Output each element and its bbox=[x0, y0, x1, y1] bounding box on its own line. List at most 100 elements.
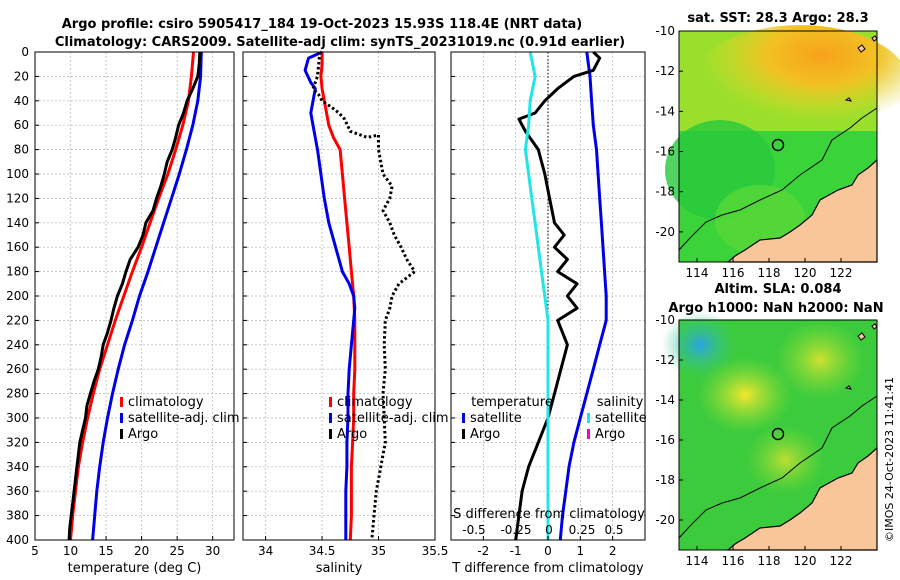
s-difference-label: S difference from climatology bbox=[453, 507, 645, 522]
map-x-tick-label: 116 bbox=[722, 266, 745, 280]
map-x-tick-label: 116 bbox=[722, 554, 745, 568]
y-tick-label: 60 bbox=[14, 118, 29, 132]
legend-title-temperature: temperature bbox=[471, 395, 553, 410]
map-y-tick-label: -18 bbox=[655, 473, 675, 487]
map-x-tick-label: 120 bbox=[794, 266, 817, 280]
sst-profile-marker[interactable] bbox=[771, 138, 785, 152]
legend-title-salinity: salinity bbox=[597, 395, 644, 410]
s-tick-label: -0.5 bbox=[462, 523, 485, 537]
difference-panel: -2 -1 0 1 2 T difference from climatology temp… bbox=[450, 50, 647, 576]
legend-label: Argo bbox=[595, 427, 625, 442]
x-tick-label: 5 bbox=[31, 544, 39, 558]
sst-map-title: sat. SST: 28.3 Argo: 28.3 bbox=[687, 11, 868, 26]
y-tick-label: 20 bbox=[14, 69, 29, 83]
legend-label: satellite-adj. clim bbox=[337, 411, 449, 426]
y-tick-label: 240 bbox=[6, 338, 29, 352]
y-tick-label: 360 bbox=[6, 484, 29, 498]
series-argo bbox=[311, 51, 417, 541]
sst-land bbox=[726, 158, 878, 263]
salinity-panel: 34 34.5 35 35.5 salinity climatologysatellite… bbox=[242, 50, 449, 576]
y-tick-label: 220 bbox=[6, 313, 29, 327]
s-tick-label: 0.5 bbox=[604, 523, 623, 537]
sla-map[interactable] bbox=[662, 311, 878, 551]
map-x-tick-label: 118 bbox=[758, 266, 781, 280]
series-climatology bbox=[319, 52, 357, 541]
series-satellite-adj-clim bbox=[303, 50, 357, 540]
legend-label: climatology bbox=[337, 395, 413, 410]
x-tick-label: 30 bbox=[205, 544, 220, 558]
sst-map-frame bbox=[678, 30, 878, 263]
series-t-satellite bbox=[558, 51, 608, 541]
series-climatology bbox=[69, 51, 195, 541]
x-tick-label: 15 bbox=[98, 544, 113, 558]
x-tick-label: 35 bbox=[371, 544, 386, 558]
s-tick-label: 0.25 bbox=[569, 523, 596, 537]
map-x-tick-label: 122 bbox=[830, 266, 853, 280]
y-tick-label: 0 bbox=[21, 45, 29, 59]
title-line2: Climatology: CARS2009. Satellite-adj cli… bbox=[55, 35, 625, 50]
y-tick-label: 300 bbox=[6, 411, 29, 425]
y-tick-label: 380 bbox=[6, 509, 29, 523]
y-tick-label: 40 bbox=[14, 94, 29, 108]
x-tick-label: 10 bbox=[63, 544, 78, 558]
s-tick-label: -0.25 bbox=[500, 523, 531, 537]
sst-map[interactable] bbox=[665, 25, 900, 263]
series-satellite-adj-clim bbox=[91, 51, 203, 541]
sla-land bbox=[726, 446, 878, 551]
sst-map-axes: 114 116 118 120 122 -10 -12 -14 -16 -18 -20 bbox=[655, 24, 852, 280]
legend-swatch bbox=[462, 429, 465, 439]
map-x-tick-label: 114 bbox=[686, 266, 709, 280]
map-y-tick-label: -14 bbox=[655, 104, 675, 118]
map-y-tick-label: -10 bbox=[655, 24, 675, 38]
x-axis-label: T difference from climatology bbox=[451, 561, 644, 576]
legend-label: satellite-adj. clim bbox=[128, 411, 240, 426]
legend-label: Argo bbox=[470, 427, 500, 442]
x-tick-label: 1 bbox=[577, 544, 585, 558]
series-argo bbox=[67, 51, 202, 541]
legend-swatch bbox=[587, 413, 590, 423]
x-axis-label: salinity bbox=[316, 561, 363, 576]
legend-swatch bbox=[120, 413, 123, 423]
map-y-tick-label: -10 bbox=[655, 313, 675, 327]
x-tick-label: -1 bbox=[510, 544, 522, 558]
y-tick-label: 180 bbox=[6, 265, 29, 279]
sla-yellow-patch bbox=[697, 357, 793, 433]
title-line1: Argo profile: csiro 5905417_184 19-Oct-2… bbox=[62, 17, 583, 32]
legend-swatch bbox=[120, 429, 123, 439]
x-tick-label: 34 bbox=[258, 544, 273, 558]
y-tick-label: 260 bbox=[6, 362, 29, 376]
series-s-satellite bbox=[523, 51, 550, 540]
y-tick-label: 280 bbox=[6, 387, 29, 401]
imos-watermark: ©IMOS 24-Oct-2023 11:41:41 bbox=[883, 377, 896, 542]
y-tick-label: 160 bbox=[6, 240, 29, 254]
y-tick-label: 140 bbox=[6, 216, 29, 230]
legend-swatch bbox=[462, 413, 465, 423]
y-tick-label: 100 bbox=[6, 167, 29, 181]
sst-isobath bbox=[678, 107, 878, 251]
legend-label: climatology bbox=[128, 395, 204, 410]
map-y-tick-label: -12 bbox=[655, 64, 675, 78]
legend-swatch bbox=[587, 429, 590, 439]
x-axis-label: temperature (deg C) bbox=[68, 561, 202, 576]
sla-map-title-line1: Altim. SLA: 0.084 bbox=[715, 282, 842, 297]
sla-yellow-patch bbox=[745, 425, 825, 495]
x-tick-label: 2 bbox=[609, 544, 617, 558]
map-y-tick-label: -20 bbox=[655, 225, 675, 239]
map-y-tick-label: -16 bbox=[655, 433, 675, 447]
legend-label: Argo bbox=[337, 427, 367, 442]
sla-profile-marker[interactable] bbox=[771, 427, 785, 441]
map-y-tick-label: -18 bbox=[655, 185, 675, 199]
s-tick-label: 0 bbox=[545, 523, 553, 537]
x-tick-label: 34.5 bbox=[309, 544, 336, 558]
sst-hot-area bbox=[690, 25, 900, 145]
map-y-tick-label: -16 bbox=[655, 145, 675, 159]
sla-map-frame bbox=[678, 319, 878, 551]
x-tick-label: 35.5 bbox=[422, 544, 449, 558]
map-x-tick-label: 122 bbox=[830, 554, 853, 568]
map-y-tick-label: -12 bbox=[655, 353, 675, 367]
x-tick-label: 20 bbox=[134, 544, 149, 558]
y-tick-label: 120 bbox=[6, 191, 29, 205]
map-x-tick-label: 118 bbox=[758, 554, 781, 568]
